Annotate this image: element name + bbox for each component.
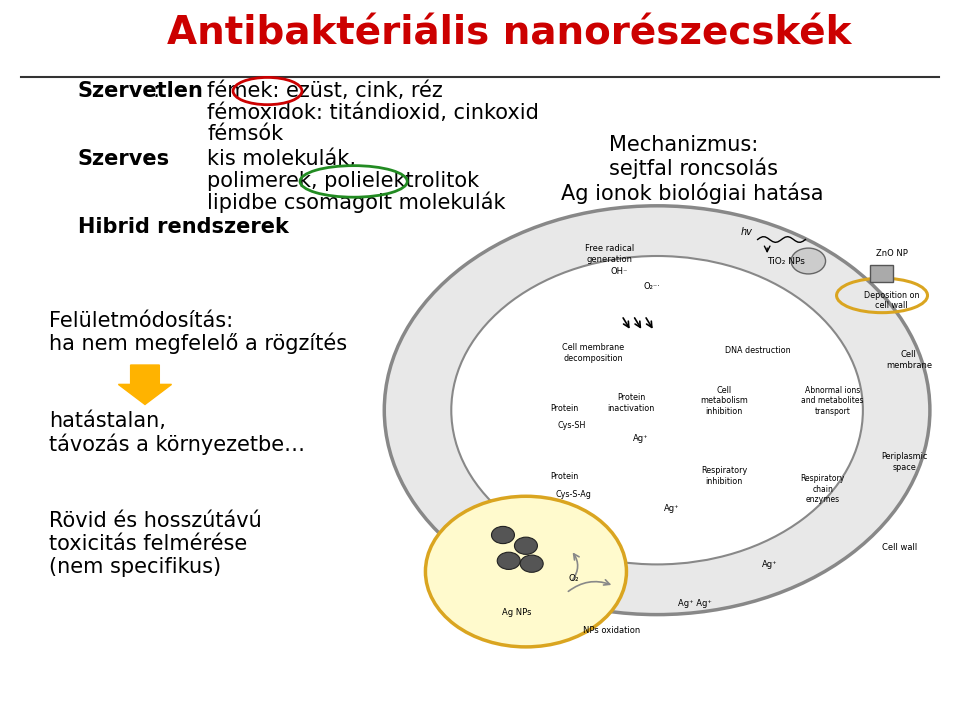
Text: kis molekulák,: kis molekulák, [207,149,356,169]
Circle shape [492,526,515,544]
Text: Cell
membrane: Cell membrane [886,351,932,369]
Text: Protein: Protein [550,403,578,413]
Text: (nem specifikus): (nem specifikus) [49,557,222,577]
Text: Szerves: Szerves [78,149,170,169]
Text: Abnormal ions
and metabolites
transport: Abnormal ions and metabolites transport [801,386,863,415]
Text: Antibaktériális nanorészecskék: Antibaktériális nanorészecskék [166,14,851,53]
Text: polimerek, polielektrolitok: polimerek, polielektrolitok [207,171,479,191]
Text: O₂⁻·: O₂⁻· [644,282,660,291]
Text: Ag⁺ Ag⁺: Ag⁺ Ag⁺ [679,599,712,608]
Text: Cell wall: Cell wall [881,544,917,552]
Circle shape [451,256,863,564]
Text: Ag⁺: Ag⁺ [663,504,680,513]
FancyArrow shape [118,365,172,405]
Text: Ag NPs: Ag NPs [502,608,531,617]
Circle shape [791,248,826,274]
Circle shape [515,537,538,554]
Text: fémek: ezüst, cink, réz: fémek: ezüst, cink, réz [207,81,443,101]
Text: Free radical
generation: Free radical generation [585,244,634,264]
Text: hatástalan,: hatástalan, [49,411,166,431]
Text: hv: hv [740,228,752,238]
Text: Cys-S-Ag: Cys-S-Ag [556,490,591,499]
Text: Protein
inactivation: Protein inactivation [608,393,655,413]
Text: :: : [153,81,159,101]
Text: Mechanizmus:: Mechanizmus: [610,135,758,155]
Text: Hibrid rendszerek: Hibrid rendszerek [78,217,289,238]
Text: :: : [143,149,150,169]
Text: távozás a környezetbe…: távozás a környezetbe… [49,433,305,454]
Text: OH⁻: OH⁻ [611,267,628,276]
Text: sejtfal roncsolás: sejtfal roncsolás [610,157,779,179]
Text: Periplasmic
space: Periplasmic space [881,452,927,472]
Text: fémsók: fémsók [207,124,283,144]
Text: Protein: Protein [550,472,578,481]
Text: Cys-SH: Cys-SH [558,421,587,431]
Text: Rövid és hosszútávú: Rövid és hosszútávú [49,511,262,531]
Text: lipidbe csomagolt molekulák: lipidbe csomagolt molekulák [207,192,506,213]
Text: Cell membrane
decomposition: Cell membrane decomposition [562,343,624,363]
Text: toxicitás felmérése: toxicitás felmérése [49,534,248,554]
Circle shape [497,552,520,570]
Text: DNA destruction: DNA destruction [725,346,790,355]
Circle shape [384,206,930,615]
Text: O₂: O₂ [568,575,579,583]
Text: Respiratory
chain
enzymes: Respiratory chain enzymes [801,474,845,504]
Text: Ag ionok biológiai hatása: Ag ionok biológiai hatása [562,182,824,204]
Text: NPs oxidation: NPs oxidation [584,626,640,635]
Text: Szervetlen: Szervetlen [78,81,204,101]
Text: Deposition on
cell wall: Deposition on cell wall [864,291,920,310]
Text: Ag⁺: Ag⁺ [762,560,778,569]
Text: TiO₂ NPs: TiO₂ NPs [767,256,805,266]
Text: Cell
metabolism
inhibition: Cell metabolism inhibition [700,386,748,415]
Text: ha nem megfelelő a rögzítés: ha nem megfelelő a rögzítés [49,333,348,354]
FancyBboxPatch shape [870,265,893,282]
Circle shape [425,496,627,647]
Circle shape [520,555,543,572]
Text: Ag⁺: Ag⁺ [633,434,649,444]
Text: ZnO NP: ZnO NP [876,249,907,258]
Text: fémoxidok: titándioxid, cinkoxid: fémoxidok: titándioxid, cinkoxid [207,102,540,122]
Text: Felületmódosítás:: Felületmódosítás: [49,310,233,330]
Text: Respiratory
inhibition: Respiratory inhibition [701,467,747,486]
